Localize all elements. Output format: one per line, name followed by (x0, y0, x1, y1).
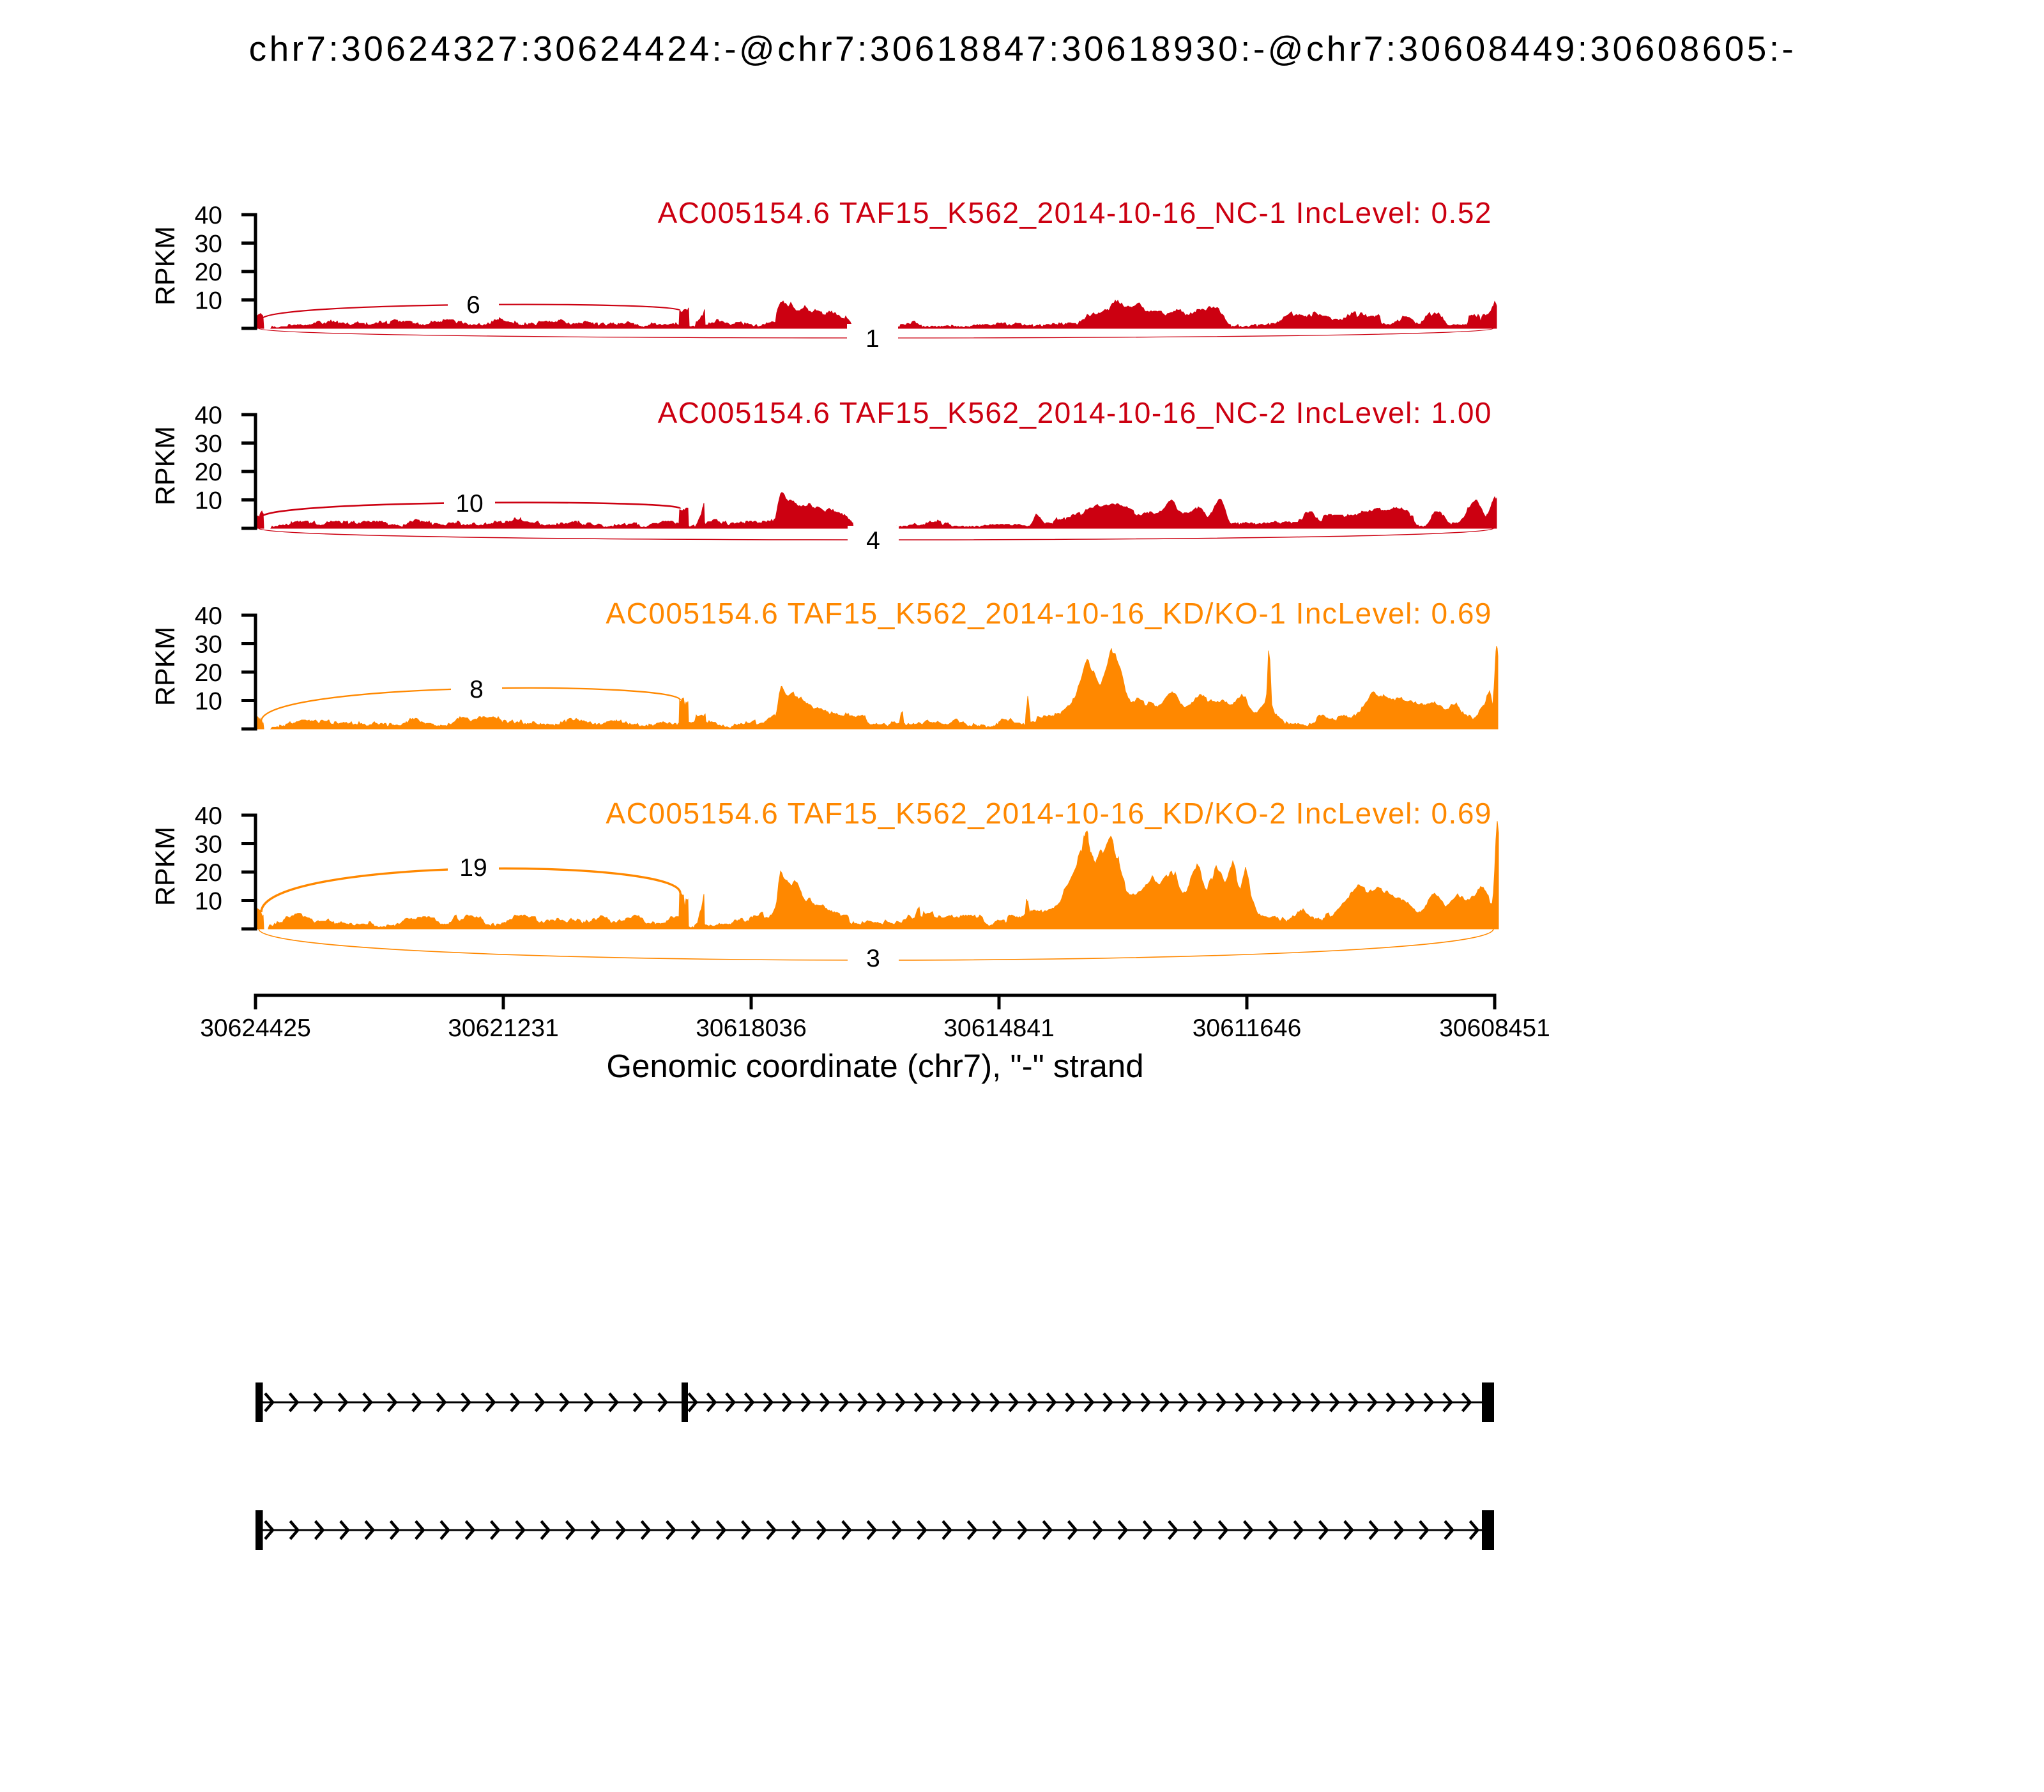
svg-text:AC005154.6 TAF15_K562_2014-10-: AC005154.6 TAF15_K562_2014-10-16_KD/KO-2… (606, 797, 1492, 830)
svg-text:10: 10 (195, 487, 222, 515)
svg-text:AC005154.6 TAF15_K562_2014-10-: AC005154.6 TAF15_K562_2014-10-16_KD/KO-1… (606, 597, 1492, 630)
svg-text:4: 4 (866, 527, 880, 555)
svg-text:30608451: 30608451 (1439, 1015, 1550, 1042)
svg-text:30624425: 30624425 (200, 1015, 311, 1042)
svg-text:10: 10 (195, 287, 222, 315)
svg-text:20: 20 (195, 659, 222, 687)
svg-text:1: 1 (866, 325, 880, 353)
svg-text:RPKM: RPKM (150, 627, 181, 706)
svg-text:20: 20 (195, 859, 222, 887)
svg-text:40: 40 (195, 602, 222, 630)
svg-text:10: 10 (455, 490, 483, 517)
svg-text:30614841: 30614841 (943, 1015, 1055, 1042)
svg-text:30621231: 30621231 (448, 1015, 559, 1042)
svg-text:20: 20 (195, 259, 222, 286)
svg-text:10: 10 (195, 688, 222, 716)
svg-text:40: 40 (195, 202, 222, 229)
svg-text:30611646: 30611646 (1193, 1015, 1302, 1042)
svg-text:AC005154.6 TAF15_K562_2014-10-: AC005154.6 TAF15_K562_2014-10-16_NC-2 In… (658, 396, 1492, 429)
svg-text:40: 40 (195, 802, 222, 830)
svg-text:30618036: 30618036 (696, 1015, 807, 1042)
svg-text:30: 30 (195, 231, 222, 258)
svg-text:AC005154.6 TAF15_K562_2014-10-: AC005154.6 TAF15_K562_2014-10-16_NC-1 In… (658, 196, 1492, 229)
svg-text:RPKM: RPKM (150, 226, 181, 305)
svg-text:RPKM: RPKM (150, 827, 181, 906)
svg-text:19: 19 (459, 854, 487, 882)
svg-text:chr7:30624327:30624424:-@chr7:: chr7:30624327:30624424:-@chr7:30618847:3… (249, 29, 1797, 68)
svg-text:RPKM: RPKM (150, 426, 181, 505)
svg-text:40: 40 (195, 402, 222, 429)
svg-text:30: 30 (195, 631, 222, 659)
svg-text:Genomic coordinate (chr7), "-": Genomic coordinate (chr7), "-" strand (606, 1048, 1143, 1084)
svg-text:20: 20 (195, 459, 222, 486)
svg-text:8: 8 (469, 676, 484, 703)
svg-text:6: 6 (466, 291, 480, 319)
svg-text:30: 30 (195, 831, 222, 859)
svg-text:3: 3 (866, 945, 880, 972)
svg-text:30: 30 (195, 431, 222, 458)
svg-text:10: 10 (195, 888, 222, 915)
